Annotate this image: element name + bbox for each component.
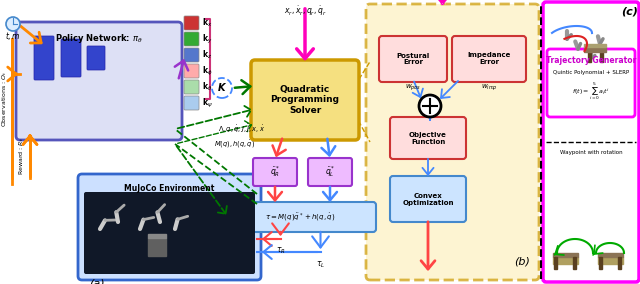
FancyBboxPatch shape (308, 158, 352, 186)
Text: Reward : $R_t$: Reward : $R_t$ (17, 137, 26, 175)
FancyBboxPatch shape (34, 36, 54, 80)
FancyBboxPatch shape (87, 46, 105, 70)
Circle shape (212, 78, 232, 98)
Text: Quintic Polynomial + SLERP: Quintic Polynomial + SLERP (553, 70, 629, 75)
Text: $\tau = M(q)\ddot{q}^* + h(q, \dot{q})$: $\tau = M(q)\ddot{q}^* + h(q, \dot{q})$ (266, 211, 335, 223)
FancyBboxPatch shape (452, 36, 526, 82)
Text: $w_{imp}$: $w_{imp}$ (481, 82, 497, 93)
FancyBboxPatch shape (184, 96, 199, 110)
Bar (554, 257, 557, 269)
Text: $\mathbf{k}_y$: $\mathbf{k}_y$ (202, 32, 212, 45)
Text: (a): (a) (89, 279, 105, 284)
FancyBboxPatch shape (379, 36, 447, 82)
Text: $\mathbf{k}_\phi$: $\mathbf{k}_\phi$ (202, 64, 212, 78)
Text: Trajectory Generator: Trajectory Generator (546, 56, 636, 65)
Bar (600, 52, 603, 62)
Text: Objective
Function: Objective Function (409, 131, 447, 145)
Bar (618, 257, 621, 269)
Text: (b): (b) (514, 256, 530, 266)
Text: $\tau_R$: $\tau_R$ (276, 246, 285, 256)
FancyBboxPatch shape (253, 158, 297, 186)
Text: $w_{pos}$: $w_{pos}$ (405, 82, 421, 93)
Text: $\ddot{q}_R^*$: $\ddot{q}_R^*$ (269, 164, 280, 179)
Bar (148, 238, 166, 256)
Text: Policy Network: $\pi_\theta$: Policy Network: $\pi_\theta$ (55, 32, 143, 45)
FancyBboxPatch shape (184, 32, 199, 46)
Text: $f(t)=\sum_{i=0}^{5}a_i t^i$: $f(t)=\sum_{i=0}^{5}a_i t^i$ (572, 82, 610, 102)
Bar (584, 44, 606, 47)
Text: K: K (218, 83, 226, 93)
Bar (553, 253, 578, 257)
Bar (599, 257, 602, 269)
FancyBboxPatch shape (184, 48, 199, 62)
Text: $t, m$: $t, m$ (5, 30, 21, 42)
Circle shape (6, 17, 20, 31)
FancyBboxPatch shape (61, 39, 81, 77)
Text: Impedance
Error: Impedance Error (467, 53, 511, 66)
Text: Observations : $O_t$: Observations : $O_t$ (1, 71, 10, 127)
FancyBboxPatch shape (16, 22, 182, 140)
Text: $\ddot{q}_L^*$: $\ddot{q}_L^*$ (324, 164, 335, 179)
FancyBboxPatch shape (184, 64, 199, 78)
Text: $x_r, \dot{x}_r, q_r, \dot{q}_r$: $x_r, \dot{x}_r, q_r, \dot{q}_r$ (438, 2, 447, 8)
Text: Postural
Error: Postural Error (396, 53, 429, 66)
Text: $\mathbf{k}_x$: $\mathbf{k}_x$ (202, 17, 212, 29)
Text: Quadratic
Programming
Solver: Quadratic Programming Solver (271, 85, 339, 115)
Text: $\mathbf{k}_z$: $\mathbf{k}_z$ (202, 49, 212, 61)
Bar (148, 234, 166, 238)
Text: $x_r, \dot{x}_r, q_r, \dot{q}_r$: $x_r, \dot{x}_r, q_r, \dot{q}_r$ (284, 4, 326, 18)
Text: Convex
Optimization: Convex Optimization (403, 193, 454, 206)
Bar (598, 257, 623, 264)
Text: $\tau_L$: $\tau_L$ (316, 259, 325, 270)
Bar (598, 253, 623, 257)
FancyBboxPatch shape (225, 202, 376, 232)
Bar (588, 52, 591, 62)
FancyBboxPatch shape (184, 16, 199, 30)
Bar (584, 47, 606, 52)
FancyBboxPatch shape (184, 80, 199, 94)
Text: $\mathbf{k}_\theta$: $\mathbf{k}_\theta$ (202, 81, 212, 93)
Bar (553, 257, 578, 264)
Text: $M(q), h(q, \dot{q})$: $M(q), h(q, \dot{q})$ (214, 138, 255, 150)
FancyBboxPatch shape (366, 4, 539, 280)
FancyBboxPatch shape (547, 49, 635, 117)
FancyBboxPatch shape (251, 60, 359, 140)
Text: (c): (c) (621, 7, 638, 17)
FancyBboxPatch shape (84, 192, 255, 274)
Circle shape (419, 95, 441, 117)
Text: MuJoCo Environment: MuJoCo Environment (124, 184, 214, 193)
Bar (573, 257, 576, 269)
Text: $\mathbf{k}_\psi$: $\mathbf{k}_\psi$ (202, 97, 212, 110)
FancyBboxPatch shape (390, 176, 466, 222)
Text: Waypoint with rotation: Waypoint with rotation (560, 150, 622, 155)
FancyBboxPatch shape (78, 174, 261, 280)
FancyBboxPatch shape (543, 2, 639, 282)
FancyBboxPatch shape (390, 117, 466, 159)
Text: $\Lambda, q, \dot{q}, J, \dot{J}, x, \dot{x}$: $\Lambda, q, \dot{q}, J, \dot{J}, x, \do… (218, 123, 266, 135)
